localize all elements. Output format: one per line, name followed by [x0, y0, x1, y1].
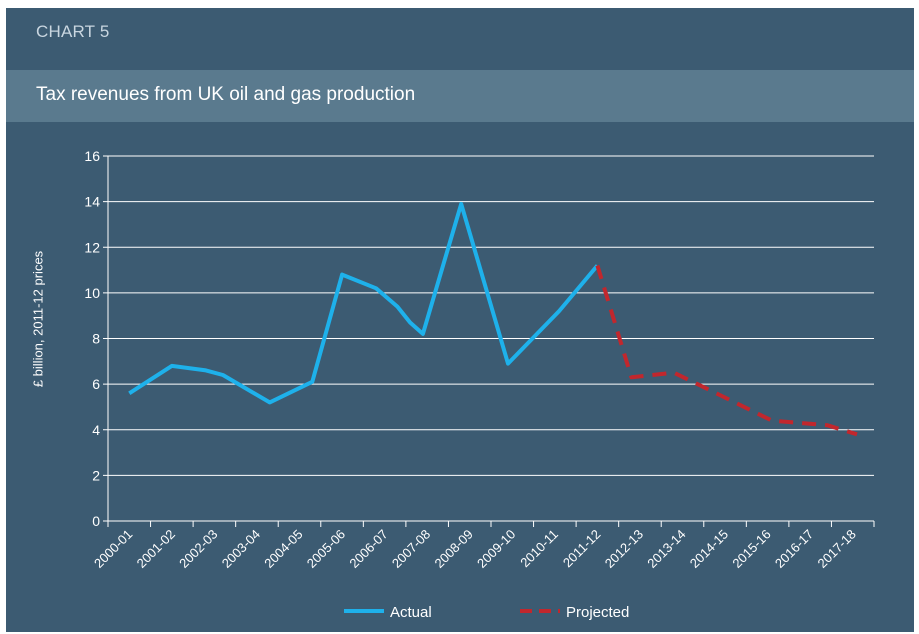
x-tick-label: 2012-13	[602, 527, 646, 571]
projected-series-line	[595, 264, 858, 437]
x-tick-label: 2007-08	[389, 527, 433, 571]
x-tick-label: 2002-03	[176, 527, 220, 571]
legend: Actual Projected	[344, 604, 629, 621]
y-tick-label: 8	[92, 331, 100, 347]
axes: 0 2 4 6 8 10 12 14 16 2000-012001-022002-032003-0…	[84, 148, 875, 571]
legend-actual-label: Actual	[390, 604, 432, 621]
chart-title: Tax revenues from UK oil and gas product…	[36, 84, 416, 105]
y-tick-label: 10	[84, 285, 100, 301]
chart-number-label: CHART 5	[36, 22, 110, 41]
y-tick-label: 2	[92, 467, 100, 483]
y-tick-label: 4	[92, 422, 100, 438]
y-tick-label: 0	[92, 513, 100, 529]
x-tick-label: 2017-18	[814, 527, 858, 571]
x-tick-label: 2011-12	[560, 527, 604, 571]
title-bar	[6, 70, 914, 122]
x-tick-label: 2000-01	[91, 527, 135, 571]
x-tick-label: 2010-11	[517, 527, 561, 571]
x-tick-label: 2009-10	[474, 527, 518, 571]
gridlines	[108, 155, 874, 476]
y-tick-label: 6	[92, 376, 100, 392]
x-tick-label: 2004-05	[261, 527, 305, 571]
x-tick-label: 2015-16	[729, 527, 773, 571]
x-tick-label: 2014-15	[687, 527, 731, 571]
x-tick-label: 2003-04	[219, 527, 263, 571]
series-lines	[128, 201, 858, 437]
actual-series-line	[128, 201, 599, 405]
x-tick-label: 2006-07	[346, 527, 390, 571]
y-tick-label: 16	[84, 148, 100, 164]
x-tick-label: 2013-14	[644, 527, 688, 571]
x-tick-label: 2008-09	[431, 527, 475, 571]
x-tick-label: 2005-06	[304, 527, 348, 571]
y-tick-label: 12	[84, 239, 100, 255]
x-tick-label: 2001-02	[134, 527, 178, 571]
x-tick-label: 2016-17	[772, 527, 816, 571]
y-tick-label: 14	[84, 194, 100, 210]
legend-projected-label: Projected	[566, 604, 629, 621]
